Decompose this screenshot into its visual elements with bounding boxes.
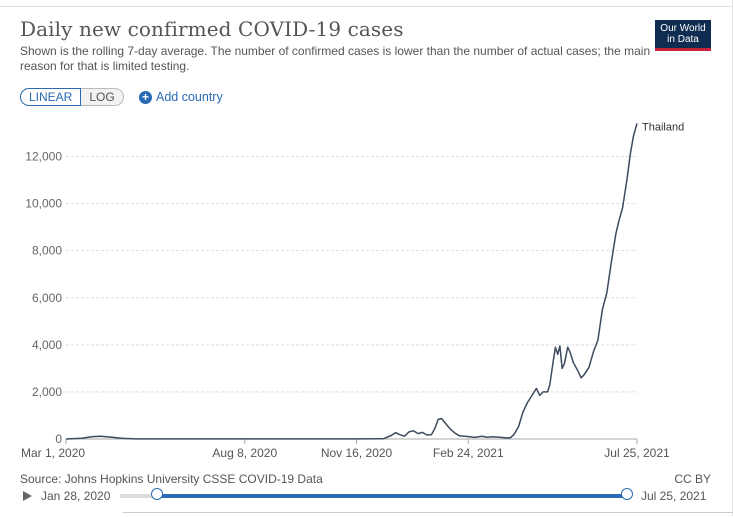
add-country-button[interactable]: + Add country [139,88,223,106]
line-chart: 0 2,000 4,000 6,000 8,000 10,000 12,000 Mar 1, … [21,122,684,460]
timeline-start-handle[interactable] [151,488,163,500]
timeline-slider: Jan 28, 2020 Jul 25, 2021 [20,487,720,505]
y-tick-label: 0 [55,432,62,446]
y-tick-label: 12,000 [25,150,62,164]
timeline-selected-range[interactable] [157,494,627,498]
owid-logo[interactable]: Our World in Data [655,20,711,51]
play-icon[interactable] [23,491,32,501]
add-country-label: Add country [156,90,223,104]
logo-line-1: Our World [660,23,706,34]
license-label[interactable]: CC BY [674,472,711,486]
x-tick-label: Nov 16, 2020 [321,446,393,460]
plus-circle-icon: + [139,90,152,104]
y-tick-label: 2,000 [32,385,62,399]
x-tick-label: Mar 1, 2020 [21,446,85,460]
x-tick-label: Aug 8, 2020 [212,446,277,460]
timeline-end-handle[interactable] [621,488,633,500]
series-label-thailand: Thailand [642,122,684,134]
chart-subtitle: Shown is the rolling 7-day average. The … [20,44,651,73]
x-tick-label: Jul 25, 2021 [604,446,670,460]
source-note[interactable]: Source: Johns Hopkins University CSSE CO… [20,472,323,486]
logo-line-2: in Data [667,34,699,45]
y-tick-label: 8,000 [32,244,62,258]
y-tick-label: 6,000 [32,291,62,305]
timeline-end-label: Jul 25, 2021 [641,489,707,503]
bottom-tab-strip [123,512,733,517]
linear-scale-button[interactable]: LINEAR [20,88,82,106]
log-scale-button[interactable]: LOG [81,88,124,106]
timeline-start-label: Jan 28, 2020 [41,489,111,503]
x-tick-label: Feb 24, 2021 [433,446,504,460]
y-tick-label: 10,000 [25,197,62,211]
top-frame-border [0,0,733,7]
y-tick-label: 4,000 [32,338,62,352]
series-line-thailand [65,123,638,440]
scale-toggle: LINEAR LOG [20,88,124,106]
chart-title: Daily new confirmed COVID-19 cases [20,17,404,41]
